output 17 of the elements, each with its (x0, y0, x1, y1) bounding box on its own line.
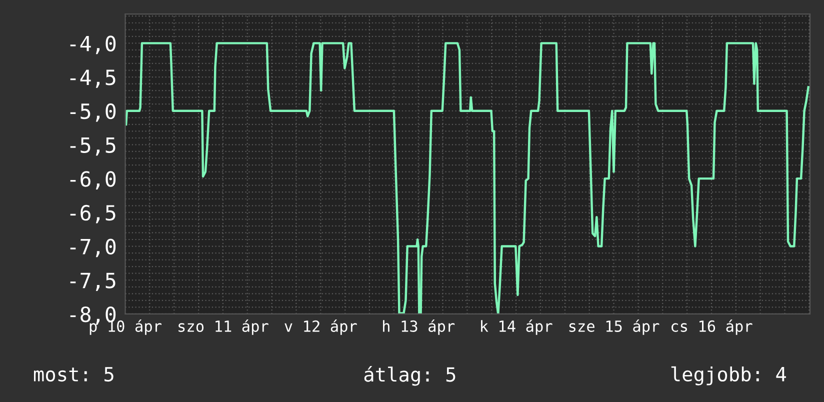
y-tick-label: -7,0 (70, 238, 116, 258)
x-tick-label: sze 15 ápr (569, 320, 660, 335)
y-tick-label: -6,0 (70, 171, 116, 190)
y-tick-label: -5,5 (70, 138, 116, 156)
x-tick-label: v 12 ápr (284, 320, 357, 335)
text: most: 5 (34, 367, 114, 382)
y-tick-label: -5,0 (70, 103, 116, 122)
y-tick-label: -7,5 (70, 272, 116, 292)
y-tick-label: -4,5 (70, 70, 116, 88)
text: legjobb: 4 (671, 366, 786, 386)
y-tick-label: -6,5 (70, 204, 116, 224)
x-tick-label: szo 11 ápr (178, 320, 268, 335)
x-tick-label: h 13 ápr (383, 320, 455, 335)
y-tick-label: -4,0 (70, 36, 116, 54)
text: átlag: 5 (364, 366, 456, 386)
x-tick-label: cs 16 ápr (672, 320, 752, 335)
x-tick-label: k 14 ápr (481, 320, 552, 335)
